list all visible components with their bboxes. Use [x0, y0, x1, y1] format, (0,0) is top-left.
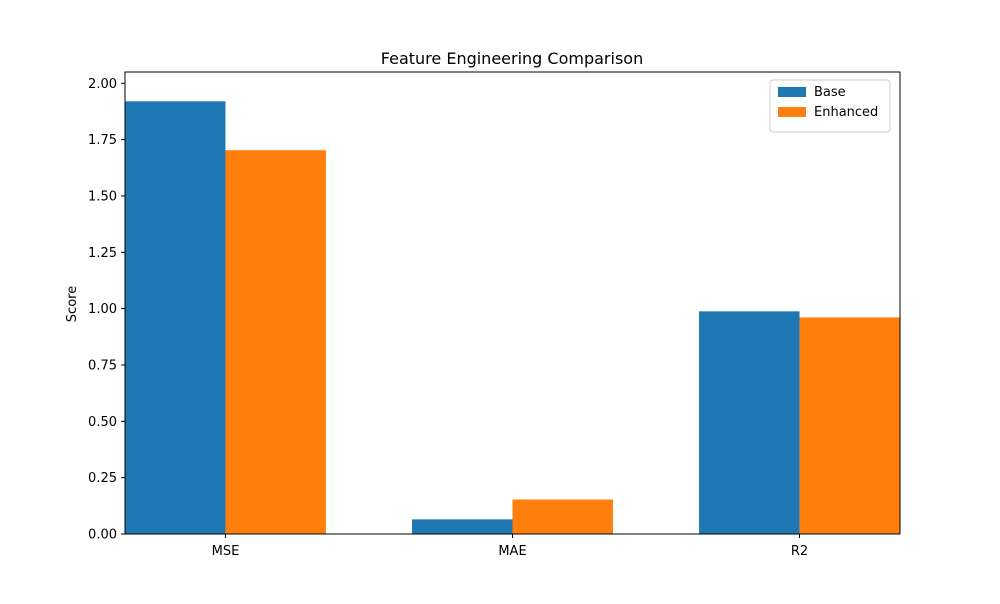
legend-label-enhanced: Enhanced — [814, 105, 878, 120]
bar-enhanced-mse — [225, 150, 326, 534]
bar-base-r2 — [699, 311, 800, 534]
y-tick-label: 1.50 — [88, 189, 117, 204]
bar-enhanced-r2 — [799, 317, 900, 534]
y-tick-label: 2.00 — [88, 77, 117, 92]
legend-swatch-enhanced — [778, 107, 806, 117]
chart-title: Feature Engineering Comparison — [381, 49, 643, 68]
x-tick-label: MAE — [498, 544, 526, 559]
legend-label-base: Base — [814, 85, 846, 100]
y-tick-label: 1.00 — [88, 302, 117, 317]
y-tick-label: 0.25 — [88, 471, 117, 486]
y-tick-label: 1.75 — [88, 133, 117, 148]
x-tick-label: R2 — [791, 544, 808, 559]
y-tick-label: 0.75 — [88, 358, 117, 373]
bar-base-mae — [412, 519, 513, 534]
legend: Base Enhanced — [769, 79, 891, 133]
bar-base-mse — [125, 101, 226, 535]
y-axis-label: Score — [65, 286, 80, 322]
legend-swatch-base — [778, 87, 806, 97]
y-tick-label: 1.25 — [88, 246, 117, 261]
axes-layer: 0.00 0.25 0.50 0.75 1.00 1.25 1.50 1.75 2.00 MSE M… — [88, 71, 901, 559]
y-tick-label: 0.50 — [88, 415, 117, 430]
bar-enhanced-mae — [512, 499, 613, 534]
x-tick-label: MSE — [212, 544, 240, 559]
bars-layer — [125, 101, 900, 535]
y-tick-label: 0.00 — [88, 528, 117, 543]
